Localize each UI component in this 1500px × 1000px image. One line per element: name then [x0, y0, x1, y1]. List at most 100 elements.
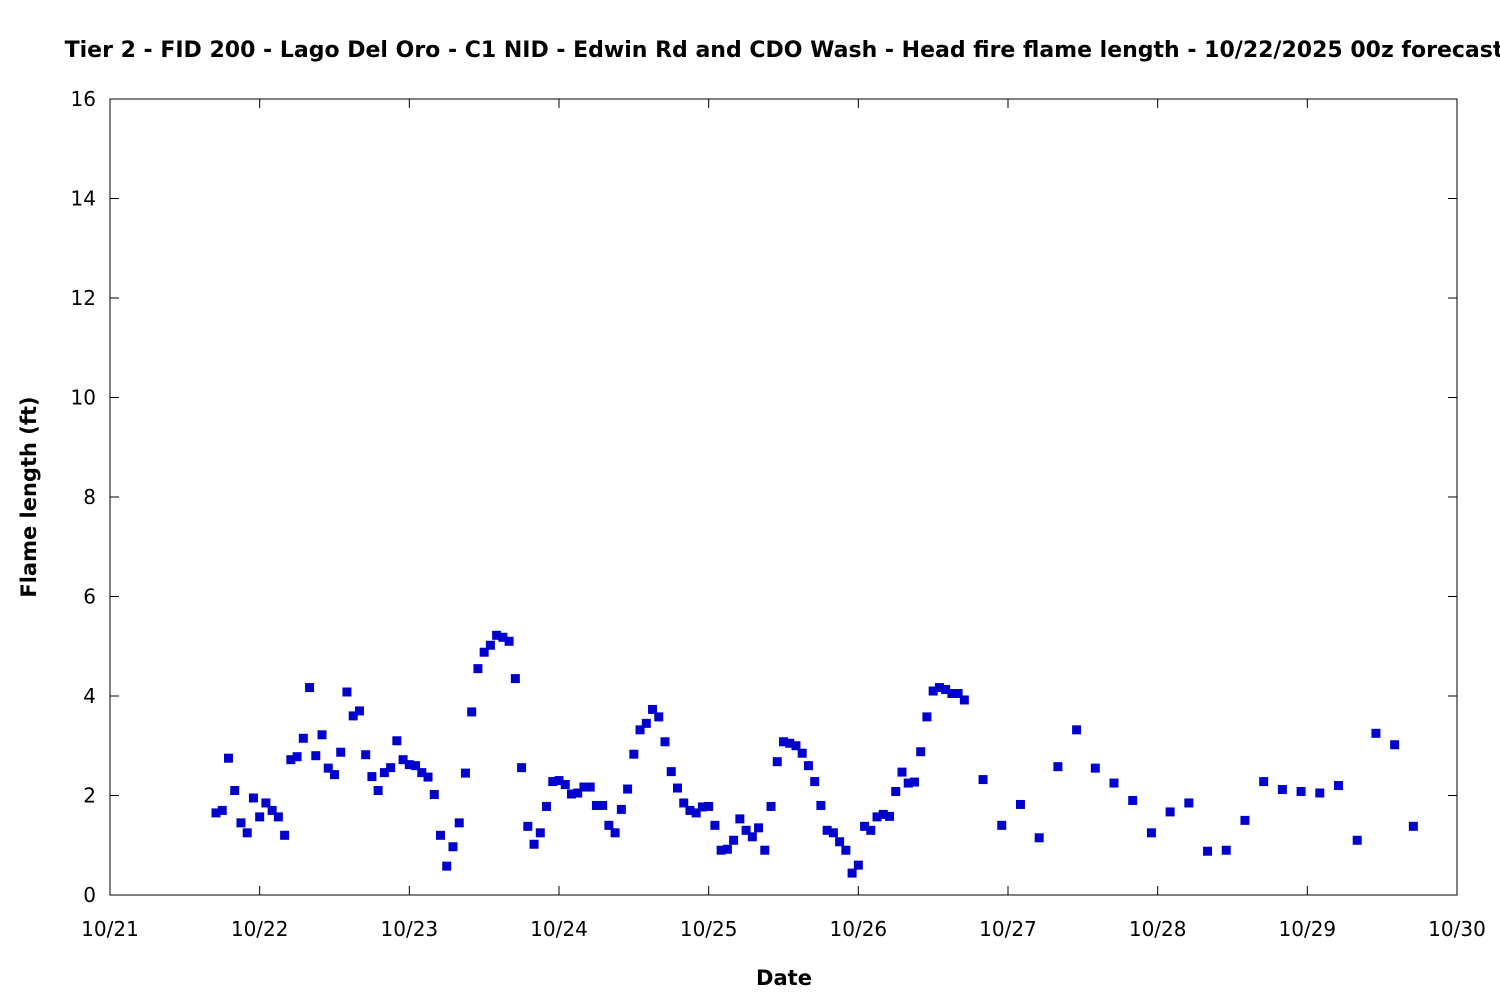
y-tick-label: 14: [71, 187, 96, 211]
data-point: [691, 808, 701, 818]
data-point: [1053, 762, 1063, 772]
data-point: [298, 733, 308, 743]
data-point: [542, 801, 552, 811]
data-point: [236, 818, 246, 828]
data-point: [903, 778, 913, 788]
data-point: [311, 751, 321, 761]
data-point: [367, 772, 377, 782]
data-point: [1034, 833, 1044, 843]
data-point: [604, 820, 614, 830]
data-point: [847, 868, 857, 878]
x-tick-label: 10/21: [81, 917, 139, 941]
data-point: [1296, 787, 1306, 797]
data-point: [660, 737, 670, 747]
data-point: [510, 674, 520, 684]
data-point: [598, 800, 608, 810]
data-point: [1165, 807, 1175, 817]
data-point: [1015, 799, 1025, 809]
data-point: [897, 767, 907, 777]
data-point: [423, 772, 433, 782]
data-point: [379, 768, 389, 778]
data-point: [803, 761, 813, 771]
data-point: [579, 782, 589, 792]
data-point: [373, 786, 383, 796]
data-point: [754, 823, 764, 833]
y-axis-label: Flame length (ft): [17, 396, 41, 597]
data-point: [467, 707, 477, 717]
data-point: [947, 689, 957, 699]
x-tick-label: 10/22: [231, 917, 289, 941]
data-point: [448, 842, 458, 852]
x-tick-label: 10/23: [381, 917, 439, 941]
y-tick-label: 4: [83, 684, 96, 708]
data-point: [255, 812, 265, 822]
data-point: [922, 712, 932, 722]
x-tick-label: 10/30: [1428, 917, 1486, 941]
data-point: [566, 789, 576, 799]
data-point: [1146, 828, 1156, 838]
data-point: [354, 706, 364, 716]
data-point: [398, 755, 408, 765]
data-point: [292, 752, 302, 762]
data-point: [585, 782, 595, 792]
data-point: [760, 845, 770, 855]
data-point: [722, 844, 732, 854]
data-point: [267, 805, 277, 815]
data-point: [411, 761, 421, 771]
data-point: [928, 686, 938, 696]
x-tick-label: 10/26: [830, 917, 888, 941]
data-point: [666, 767, 676, 777]
data-point: [535, 828, 545, 838]
data-point: [485, 640, 495, 650]
data-point: [785, 738, 795, 748]
data-point: [342, 687, 352, 697]
data-point: [772, 757, 782, 767]
data-point: [1259, 777, 1269, 787]
x-tick-label: 10/25: [680, 917, 738, 941]
data-point: [891, 787, 901, 797]
data-point: [361, 750, 371, 760]
data-point: [747, 832, 757, 842]
data-point: [492, 630, 502, 640]
data-point: [822, 825, 832, 835]
data-point: [479, 647, 489, 657]
data-point: [442, 861, 452, 871]
data-point: [810, 777, 820, 787]
data-point: [323, 763, 333, 773]
x-tick-label: 10/27: [979, 917, 1037, 941]
y-tick-label: 12: [71, 286, 96, 310]
data-point: [217, 805, 227, 815]
data-point: [635, 725, 645, 735]
data-point: [953, 689, 963, 699]
data-point: [710, 820, 720, 830]
data-point: [223, 753, 233, 763]
data-point: [1072, 725, 1082, 735]
data-point: [878, 809, 888, 819]
y-tick-label: 8: [83, 485, 96, 509]
data-point: [1109, 778, 1119, 788]
data-point: [460, 768, 470, 778]
data-point: [816, 800, 826, 810]
data-point: [336, 747, 346, 757]
data-point: [1090, 763, 1100, 773]
data-point: [261, 798, 271, 808]
y-tick-label: 0: [83, 883, 96, 907]
y-tick-label: 10: [71, 386, 96, 410]
data-point: [1408, 821, 1418, 831]
y-tick-label: 6: [83, 585, 96, 609]
data-point: [211, 808, 221, 818]
data-point: [978, 775, 988, 785]
data-point: [317, 730, 327, 740]
data-point: [909, 777, 919, 787]
data-point: [348, 711, 358, 721]
data-point: [735, 814, 745, 824]
data-point: [1221, 845, 1231, 855]
data-point: [529, 839, 539, 849]
data-point: [610, 828, 620, 838]
data-point: [941, 685, 951, 695]
data-point: [280, 830, 290, 840]
data-point: [248, 793, 258, 803]
data-point: [242, 828, 252, 838]
data-point: [1315, 788, 1325, 798]
data-point: [716, 845, 726, 855]
